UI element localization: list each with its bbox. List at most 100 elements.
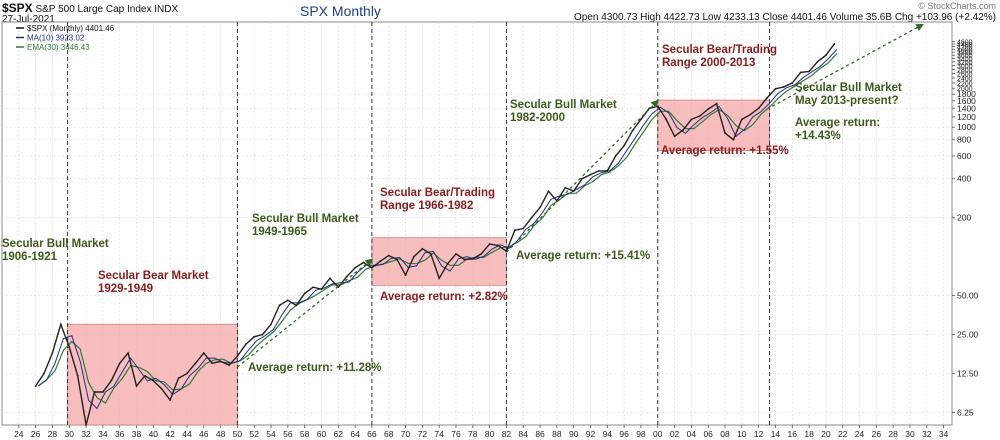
y-tick-label: 4200 xyxy=(957,45,973,52)
price-point xyxy=(690,118,693,121)
y-tick-label: 3400 xyxy=(957,56,973,63)
x-tick-label: 88 xyxy=(552,429,562,439)
average-return-label: Average return: +2.82% xyxy=(380,291,508,303)
price-point xyxy=(169,399,172,401)
price-point xyxy=(244,343,247,346)
price-point xyxy=(572,190,575,193)
bull-market-label: Secular Bull Market 1982-2000 xyxy=(510,99,617,124)
price-point xyxy=(623,144,626,147)
y-tick-label: 3200 xyxy=(957,60,973,67)
y-tick-label: 3600 xyxy=(957,53,973,60)
x-tick-label: 24 xyxy=(855,429,865,439)
x-tick-label: 34 xyxy=(939,429,949,439)
price-line xyxy=(35,43,835,426)
x-tick-label: 24 xyxy=(14,429,24,439)
average-return-label: Average return: +11.28% xyxy=(248,362,382,374)
price-point xyxy=(211,362,214,365)
price-point xyxy=(682,129,684,131)
bear-market-label: Secular Bear/Trading Range 2000-2013 xyxy=(662,44,777,69)
x-tick-label: 62 xyxy=(334,429,344,439)
price-point xyxy=(354,266,356,269)
x-tick-label: 12 xyxy=(754,429,764,439)
y-tick-label: 2600 xyxy=(957,72,973,79)
price-point xyxy=(782,85,785,88)
x-tick-label: 48 xyxy=(216,429,226,439)
price-point xyxy=(598,169,600,172)
x-tick-label: 20 xyxy=(821,429,831,439)
trend-arrow xyxy=(236,258,374,368)
price-point xyxy=(816,60,819,63)
price-point xyxy=(236,355,239,358)
price-point xyxy=(228,364,230,367)
average-return-label: Average return: +1.55% xyxy=(661,145,789,157)
x-tick-label: 34 xyxy=(98,429,108,439)
ma10-line xyxy=(37,49,838,410)
price-point xyxy=(59,323,62,326)
x-tick-label: 22 xyxy=(838,429,848,439)
ema30-line xyxy=(37,53,838,404)
x-tick-label: 92 xyxy=(586,429,596,439)
price-point xyxy=(68,346,71,348)
price-point xyxy=(715,102,718,105)
y-tick-label: 2400 xyxy=(957,76,973,83)
legend-entry: EMA(30) 3446.43 xyxy=(27,43,90,52)
price-point xyxy=(547,190,550,193)
x-tick-label: 28 xyxy=(48,429,58,439)
price-point xyxy=(194,362,197,365)
y-tick-label: 800 xyxy=(957,135,971,145)
quote-summary: Open 4300.73 High 4422.73 Low 4233.13 Cl… xyxy=(574,12,996,23)
x-tick-label: 28 xyxy=(888,429,898,439)
price-point xyxy=(421,247,424,250)
price-point xyxy=(640,118,642,121)
price-point xyxy=(438,277,441,280)
price-point xyxy=(724,132,726,135)
price-point xyxy=(118,362,121,365)
price-point xyxy=(396,258,399,261)
price-point xyxy=(404,274,407,276)
price-point xyxy=(312,286,314,289)
y-tick-label: 1800 xyxy=(957,89,976,99)
bear-market-box xyxy=(67,323,238,426)
legend-entry: MA(10) 3923.02 xyxy=(27,34,85,43)
x-tick-label: 52 xyxy=(249,429,259,439)
price-point xyxy=(362,261,365,264)
price-point xyxy=(177,377,180,380)
price-point xyxy=(740,118,743,121)
price-point xyxy=(774,87,777,90)
price-point xyxy=(34,385,37,387)
x-tick-label: 78 xyxy=(468,429,478,439)
price-point xyxy=(328,277,331,280)
x-tick-label: 42 xyxy=(165,429,175,439)
x-tick-label: 04 xyxy=(687,429,697,439)
symbol: $SPX xyxy=(2,1,33,15)
chart-title: SPX Monthly xyxy=(300,3,381,19)
price-point xyxy=(278,304,281,307)
price-point xyxy=(631,129,634,132)
price-point xyxy=(379,260,382,263)
x-tick-label: 38 xyxy=(132,429,142,439)
price-point xyxy=(127,352,130,354)
x-tick-label: 50 xyxy=(233,429,243,439)
price-point xyxy=(345,275,348,278)
price-point xyxy=(698,115,701,117)
x-tick-label: 74 xyxy=(434,429,444,439)
x-tick-label: 32 xyxy=(81,429,91,439)
y-tick-label: 2800 xyxy=(957,67,973,74)
price-point xyxy=(219,360,222,363)
price-point xyxy=(371,266,373,269)
y-tick-label: 3800 xyxy=(957,50,973,57)
price-point xyxy=(446,262,449,265)
price-point xyxy=(471,258,474,260)
x-tick-label: 94 xyxy=(603,429,613,439)
symbol-line: $SPX S&P 500 Large Cap Index INDX xyxy=(2,1,178,15)
x-tick-label: 56 xyxy=(283,429,293,439)
price-point xyxy=(135,385,138,387)
y-tick-label: 12.50 xyxy=(957,368,979,378)
price-point xyxy=(606,169,609,172)
average-return-label: Average return: +15.41% xyxy=(516,250,650,262)
price-point xyxy=(673,135,676,138)
y-tick-label: 50.00 xyxy=(957,291,979,301)
x-tick-label: 82 xyxy=(502,429,512,439)
price-point xyxy=(270,323,272,326)
x-tick-label: 26 xyxy=(872,429,882,439)
